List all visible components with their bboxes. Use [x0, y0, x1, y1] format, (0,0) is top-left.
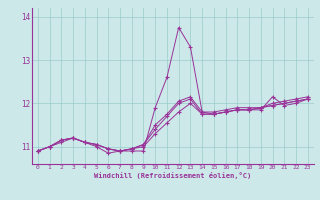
X-axis label: Windchill (Refroidissement éolien,°C): Windchill (Refroidissement éolien,°C)	[94, 172, 252, 179]
